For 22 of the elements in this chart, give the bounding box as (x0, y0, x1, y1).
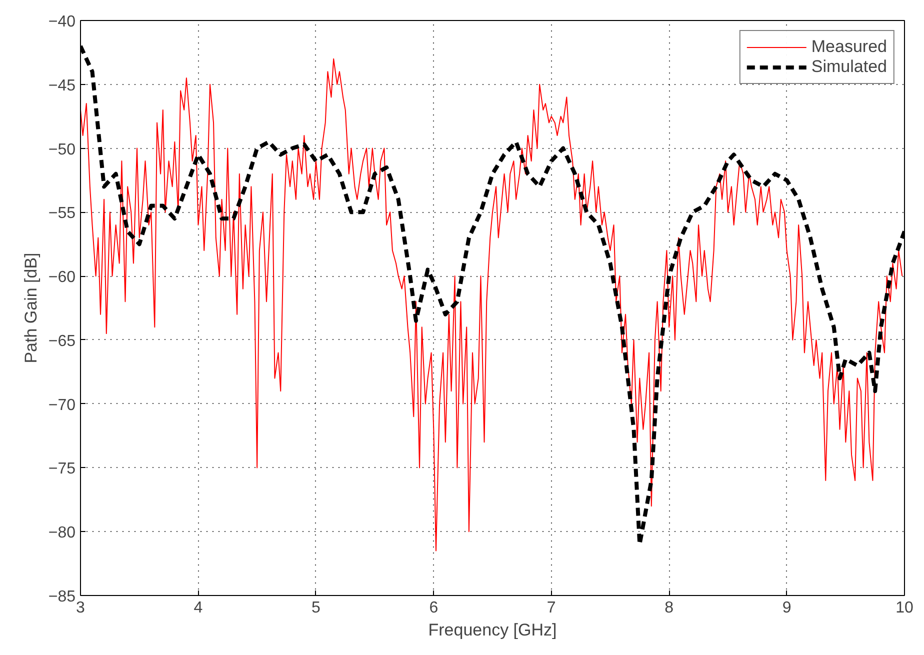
x-tick-label: 10 (896, 600, 914, 616)
x-tick-label: 3 (76, 600, 86, 616)
x-tick-label: 8 (664, 600, 674, 616)
y-axis-title: Path Gain [dB] (21, 252, 40, 364)
x-tick-label: 4 (194, 600, 203, 616)
legend-label: Simulated (811, 57, 887, 77)
y-tick-label: −80 (48, 524, 76, 542)
y-tick-label: −50 (48, 141, 76, 158)
x-tick-label: 6 (429, 600, 438, 616)
x-axis-title: Frequency [GHz] (428, 620, 557, 640)
y-tick-label: −45 (48, 77, 76, 94)
x-tick-label: 5 (311, 600, 320, 616)
y-tick-label: −70 (48, 396, 76, 414)
y-tick-label: −65 (48, 332, 76, 350)
legend-label: Measured (811, 37, 887, 57)
y-tick-label: −75 (48, 460, 76, 478)
x-tick-label: 9 (782, 600, 792, 616)
y-tick-label: −40 (48, 14, 76, 30)
y-tick-label: −85 (48, 588, 76, 606)
x-tick-label: 7 (546, 600, 556, 616)
y-tick-label: −60 (48, 269, 76, 286)
y-tick-label: −55 (48, 205, 76, 222)
